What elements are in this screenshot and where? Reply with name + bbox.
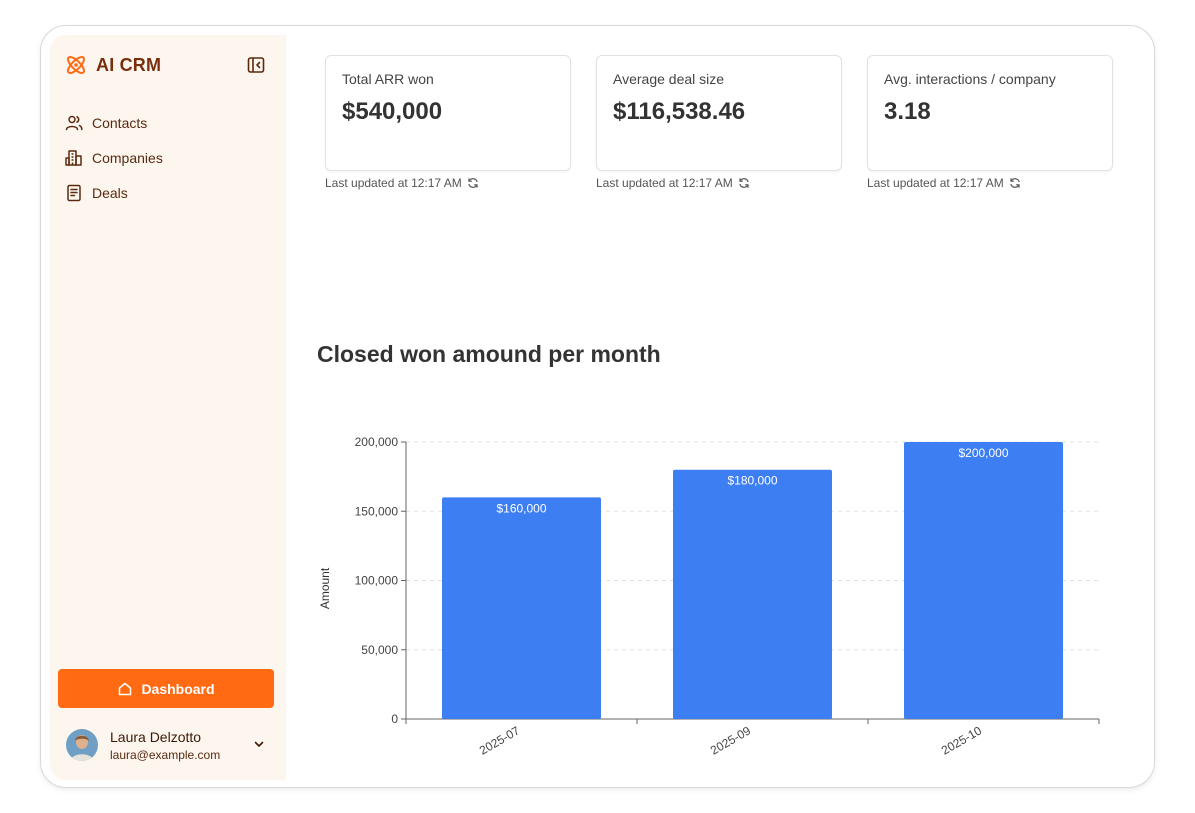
y-axis-label: Amount — [318, 567, 332, 609]
last-updated-text: Last updated at 12:17 AM — [596, 176, 733, 190]
card-value: $540,000 — [342, 98, 443, 125]
sidebar-collapse-icon — [247, 57, 265, 73]
card-label: Total ARR won — [342, 71, 434, 87]
bar-2025-10 — [904, 442, 1063, 719]
card-value: $116,538.46 — [613, 98, 746, 125]
last-updated: Last updated at 12:17 AM — [596, 176, 750, 190]
sidebar-item-label: Deals — [92, 184, 128, 201]
app-window: AI CRM Contacts — [50, 35, 1147, 780]
x-tick-label: 2025-10 — [939, 723, 984, 757]
user-email: laura@example.com — [110, 747, 221, 762]
building-icon — [65, 149, 82, 166]
y-tick-label: 150,000 — [355, 504, 399, 518]
y-tick-label: 100,000 — [355, 574, 399, 588]
collapse-sidebar-button[interactable] — [246, 55, 266, 75]
data-label: $200,000 — [958, 446, 1008, 460]
card-value: 3.18 — [884, 98, 931, 125]
sidebar-item-contacts[interactable]: Contacts — [64, 105, 272, 140]
metric-card-average-deal: Average deal size $116,538.46 — [596, 55, 842, 171]
atom-logo-icon — [67, 56, 85, 74]
refresh-icon[interactable] — [738, 177, 750, 189]
last-updated: Last updated at 12:17 AM — [325, 176, 479, 190]
refresh-icon[interactable] — [1009, 177, 1021, 189]
brand[interactable]: AI CRM — [64, 53, 161, 77]
data-label: $160,000 — [496, 501, 546, 515]
user-menu[interactable]: Laura Delzotto laura@example.com — [66, 725, 274, 765]
y-tick-label: 50,000 — [361, 643, 398, 657]
avatar — [66, 729, 98, 761]
bar-chart: 0 50,000 100,000 150,000 200,000 Amount $160,0… — [318, 435, 1100, 758]
sidebar-nav: Contacts Companies — [64, 105, 272, 210]
refresh-icon[interactable] — [467, 177, 479, 189]
x-tick-label: 2025-07 — [477, 723, 522, 757]
card-label: Avg. interactions / company — [884, 71, 1056, 87]
bar-2025-07 — [442, 497, 601, 719]
app-frame: AI CRM Contacts — [40, 25, 1155, 788]
brand-name: AI CRM — [96, 54, 162, 75]
data-label: $180,000 — [727, 474, 777, 488]
sidebar-item-deals[interactable]: Deals — [64, 175, 272, 210]
last-updated-text: Last updated at 12:17 AM — [325, 176, 462, 190]
sidebar-item-label: Companies — [92, 149, 163, 166]
last-updated-text: Last updated at 12:17 AM — [867, 176, 1004, 190]
main-content: Total ARR won $540,000 Last updated at 1… — [286, 35, 1147, 780]
home-icon — [119, 682, 132, 695]
chart-title: Closed won amound per month — [317, 341, 661, 367]
card-label: Average deal size — [613, 71, 725, 87]
y-tick-label: 0 — [391, 712, 398, 726]
document-icon — [67, 184, 81, 201]
dashboard-label: Dashboard — [141, 680, 215, 697]
bar-2025-09 — [673, 469, 832, 719]
x-tick-label: 2025-09 — [708, 723, 753, 757]
sidebar-item-label: Contacts — [92, 114, 148, 131]
sidebar: AI CRM Contacts — [50, 35, 286, 780]
chevron-down-icon — [254, 741, 264, 747]
metric-card-avg-interactions: Avg. interactions / company 3.18 — [867, 55, 1113, 171]
y-tick-label: 200,000 — [355, 435, 399, 449]
users-icon — [65, 115, 83, 130]
last-updated: Last updated at 12:17 AM — [867, 176, 1021, 190]
metric-card-total-arr: Total ARR won $540,000 — [325, 55, 571, 171]
dashboard-button[interactable]: Dashboard — [58, 669, 274, 708]
user-name: Laura Delzotto — [110, 728, 202, 745]
sidebar-item-companies[interactable]: Companies — [64, 140, 272, 175]
